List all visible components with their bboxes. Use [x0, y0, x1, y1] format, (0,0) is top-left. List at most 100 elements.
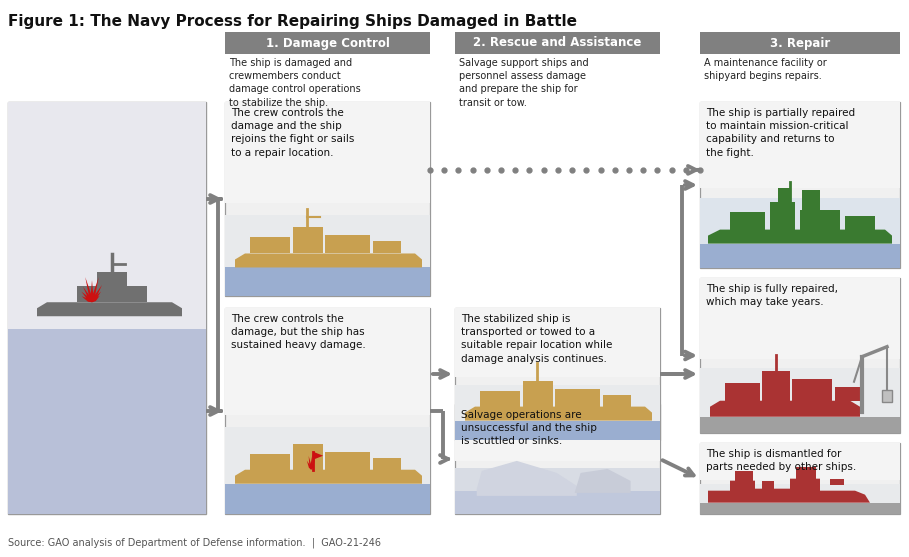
Polygon shape: [708, 229, 892, 243]
Bar: [700, 502, 900, 514]
Polygon shape: [574, 469, 631, 493]
Bar: [8, 329, 206, 514]
Bar: [250, 454, 290, 470]
Polygon shape: [92, 277, 99, 302]
Bar: [700, 443, 900, 480]
Text: The ship is partially repaired
to maintain mission-critical
capability and retur: The ship is partially repaired to mainta…: [706, 108, 855, 158]
Bar: [225, 32, 430, 54]
Bar: [700, 484, 900, 502]
Bar: [792, 379, 832, 400]
Text: A maintenance facility or
shipyard begins repairs.: A maintenance facility or shipyard begin…: [704, 58, 827, 81]
Polygon shape: [465, 407, 652, 421]
Bar: [700, 243, 900, 268]
Polygon shape: [82, 296, 92, 302]
Polygon shape: [92, 285, 102, 302]
Polygon shape: [309, 456, 312, 470]
Bar: [835, 387, 860, 400]
Bar: [778, 188, 790, 202]
Bar: [800, 209, 840, 229]
Bar: [373, 458, 401, 470]
Polygon shape: [708, 478, 870, 502]
Bar: [325, 452, 370, 470]
Text: 3. Repair: 3. Repair: [770, 37, 830, 50]
Polygon shape: [97, 272, 127, 286]
Bar: [455, 421, 660, 440]
Bar: [725, 383, 760, 400]
Bar: [225, 214, 430, 267]
Bar: [762, 371, 790, 400]
Bar: [700, 198, 900, 243]
Text: The crew controls the
damage, but the ship has
sustained heavy damage.: The crew controls the damage, but the sh…: [231, 314, 365, 350]
Bar: [373, 242, 401, 253]
Bar: [700, 102, 900, 188]
Bar: [700, 32, 900, 54]
Polygon shape: [307, 461, 311, 470]
Bar: [700, 368, 900, 417]
Bar: [455, 32, 660, 54]
Polygon shape: [37, 302, 182, 316]
Bar: [830, 478, 844, 485]
Polygon shape: [235, 253, 422, 267]
Bar: [455, 384, 660, 421]
Bar: [225, 102, 430, 203]
Text: The stabilized ship is
transported or towed to a
suitable repair location while
: The stabilized ship is transported or to…: [461, 314, 613, 364]
Bar: [293, 444, 323, 470]
Bar: [700, 417, 900, 433]
Polygon shape: [476, 461, 576, 496]
Text: Figure 1: The Navy Process for Repairing Ships Damaged in Battle: Figure 1: The Navy Process for Repairing…: [8, 14, 577, 29]
Polygon shape: [82, 292, 92, 302]
Bar: [225, 308, 430, 514]
Text: The ship is dismantled for
parts needed by other ships.: The ship is dismantled for parts needed …: [706, 449, 856, 472]
Bar: [480, 390, 520, 407]
Polygon shape: [313, 452, 323, 460]
Bar: [455, 491, 660, 514]
Bar: [603, 394, 631, 407]
Polygon shape: [85, 277, 93, 302]
Bar: [225, 102, 430, 296]
Bar: [455, 404, 660, 461]
Polygon shape: [310, 454, 313, 470]
Polygon shape: [90, 280, 94, 302]
Bar: [455, 308, 660, 377]
Text: Salvage support ships and
personnel assess damage
and prepare the ship for
trans: Salvage support ships and personnel asse…: [459, 58, 589, 108]
Polygon shape: [92, 296, 100, 302]
Bar: [455, 308, 660, 440]
Text: Salvage operations are
unsuccessful and the ship
is scuttled or sinks.: Salvage operations are unsuccessful and …: [461, 410, 597, 446]
Bar: [730, 212, 765, 229]
Bar: [735, 471, 753, 481]
Bar: [293, 227, 323, 253]
Bar: [8, 102, 206, 514]
Bar: [225, 267, 430, 296]
Bar: [700, 278, 900, 359]
Bar: [555, 389, 600, 407]
Text: The ship is damaged and
crewmembers conduct
damage control operations
to stabili: The ship is damaged and crewmembers cond…: [229, 58, 361, 108]
Polygon shape: [83, 287, 92, 302]
Polygon shape: [92, 291, 101, 302]
Bar: [225, 483, 430, 514]
Bar: [802, 189, 820, 209]
Polygon shape: [235, 470, 422, 483]
Bar: [796, 467, 816, 478]
Text: 1. Damage Control: 1. Damage Control: [265, 37, 389, 50]
Bar: [225, 427, 430, 483]
Bar: [845, 216, 875, 229]
Bar: [250, 237, 290, 253]
Bar: [770, 202, 795, 229]
Text: The ship is fully repaired,
which may take years.: The ship is fully repaired, which may ta…: [706, 284, 838, 307]
Bar: [700, 102, 900, 268]
Bar: [225, 308, 430, 415]
Bar: [455, 468, 660, 491]
Bar: [700, 278, 900, 433]
Bar: [523, 380, 553, 407]
Polygon shape: [311, 458, 315, 470]
Bar: [882, 390, 892, 402]
Text: 2. Rescue and Assistance: 2. Rescue and Assistance: [474, 37, 642, 50]
Bar: [325, 236, 370, 253]
Bar: [700, 443, 900, 514]
Polygon shape: [710, 400, 860, 417]
Bar: [762, 481, 774, 488]
Text: The crew controls the
damage and the ship
rejoins the fight or sails
to a repair: The crew controls the damage and the shi…: [231, 108, 355, 158]
Bar: [455, 404, 660, 514]
Text: Source: GAO analysis of Department of Defense information.  |  GAO-21-246: Source: GAO analysis of Department of De…: [8, 538, 381, 548]
Polygon shape: [77, 286, 147, 302]
